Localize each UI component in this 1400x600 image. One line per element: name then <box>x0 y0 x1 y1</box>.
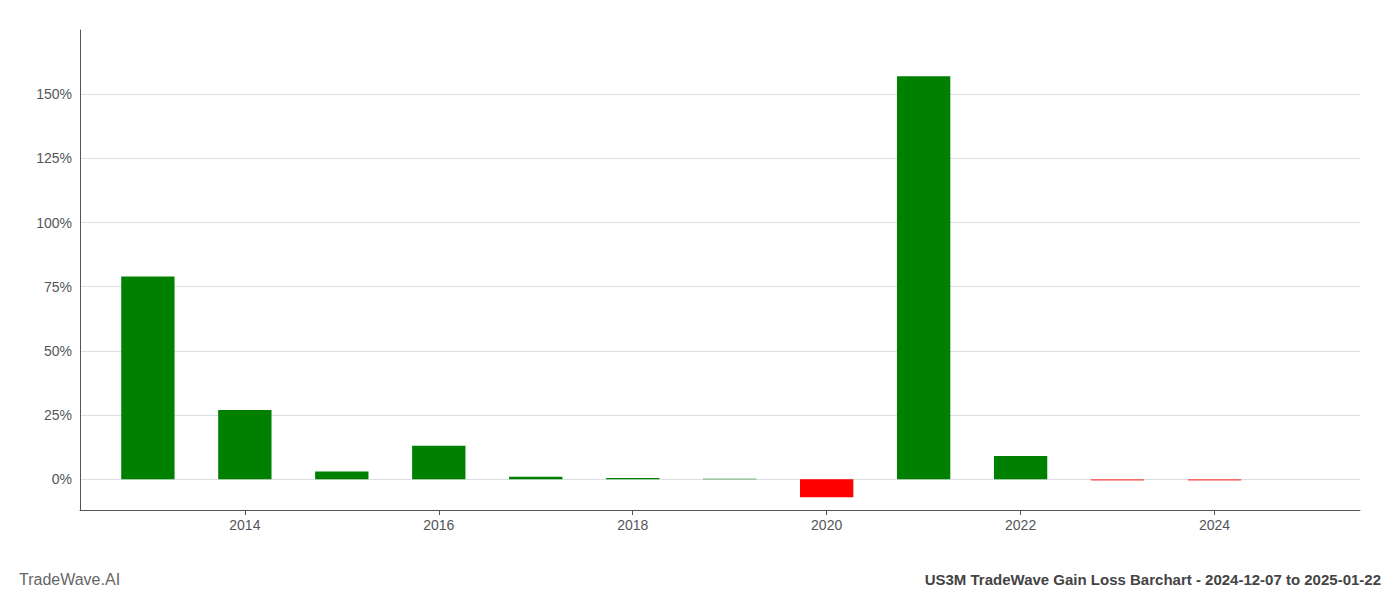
svg-text:2014: 2014 <box>229 517 260 533</box>
svg-text:TradeWave.AI: TradeWave.AI <box>19 571 120 588</box>
svg-text:25%: 25% <box>44 407 72 423</box>
svg-text:2020: 2020 <box>811 517 842 533</box>
svg-text:2022: 2022 <box>1005 517 1036 533</box>
svg-text:2018: 2018 <box>617 517 648 533</box>
svg-text:50%: 50% <box>44 343 72 359</box>
svg-text:2024: 2024 <box>1199 517 1230 533</box>
svg-text:125%: 125% <box>36 150 72 166</box>
svg-text:0%: 0% <box>52 471 72 487</box>
svg-text:2016: 2016 <box>423 517 454 533</box>
svg-text:100%: 100% <box>36 215 72 231</box>
svg-text:75%: 75% <box>44 279 72 295</box>
svg-text:150%: 150% <box>36 86 72 102</box>
svg-text:US3M TradeWave Gain Loss Barch: US3M TradeWave Gain Loss Barchart - 2024… <box>925 571 1381 588</box>
